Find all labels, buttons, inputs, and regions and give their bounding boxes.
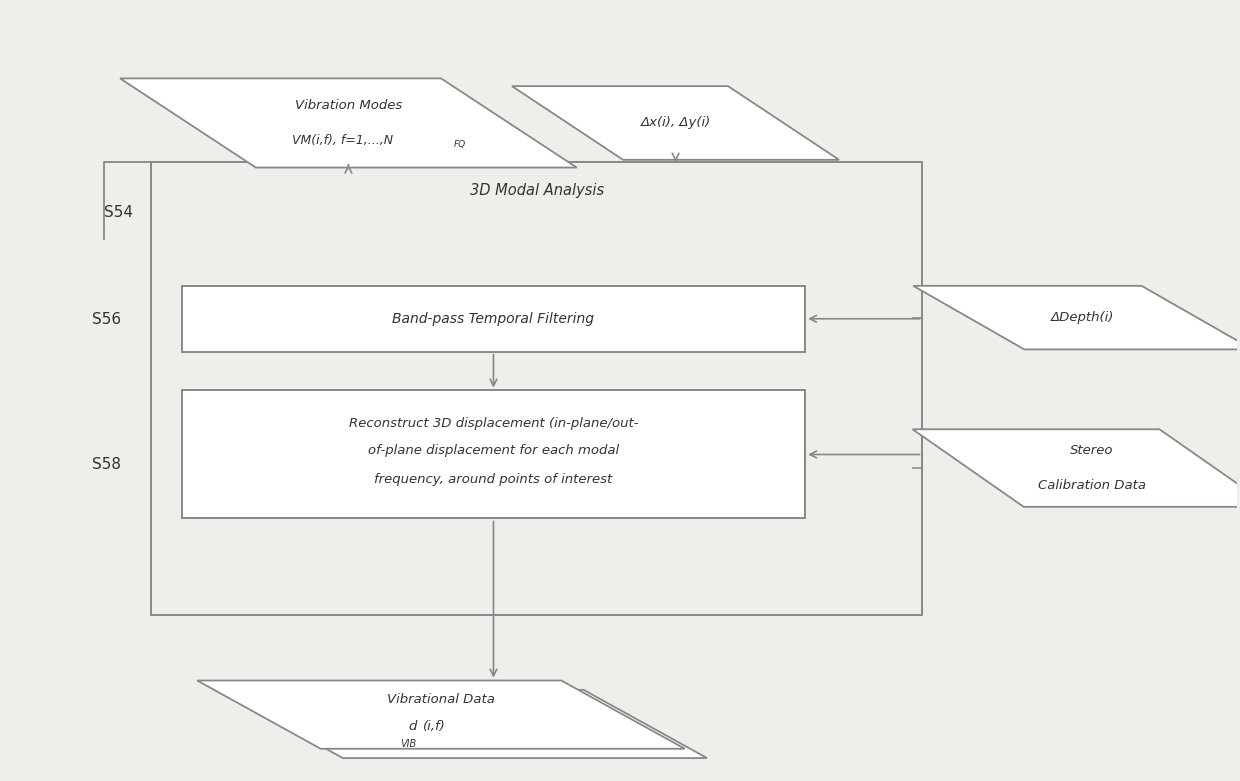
Bar <box>151 162 923 615</box>
Text: VIB: VIB <box>401 740 417 750</box>
Polygon shape <box>512 86 839 160</box>
Text: S54: S54 <box>104 205 133 219</box>
Bar <box>182 286 805 351</box>
Polygon shape <box>913 286 1240 349</box>
Text: (i,f): (i,f) <box>423 720 445 733</box>
Text: ΔDepth(i): ΔDepth(i) <box>1052 311 1115 324</box>
Bar <box>151 162 923 615</box>
Polygon shape <box>120 78 577 168</box>
Text: S58: S58 <box>92 457 120 472</box>
Text: 3D Modal Analysis: 3D Modal Analysis <box>470 184 604 198</box>
Text: VM(i,f), f=1,...,N: VM(i,f), f=1,...,N <box>291 134 393 147</box>
Text: Δx(i), Δy(i): Δx(i), Δy(i) <box>640 116 711 130</box>
Text: Band-pass Temporal Filtering: Band-pass Temporal Filtering <box>393 312 594 326</box>
Text: S56: S56 <box>92 312 120 326</box>
Text: Reconstruct 3D displacement (in-plane/out-: Reconstruct 3D displacement (in-plane/ou… <box>348 417 639 430</box>
Text: Stereo: Stereo <box>1070 444 1114 458</box>
Text: Vibration Modes: Vibration Modes <box>295 99 402 112</box>
Text: Vibrational Data: Vibrational Data <box>387 693 495 705</box>
Bar <box>182 390 805 519</box>
Text: Calibration Data: Calibration Data <box>1038 479 1146 491</box>
Polygon shape <box>913 430 1240 507</box>
Text: of-plane displacement for each modal: of-plane displacement for each modal <box>368 444 619 457</box>
Text: FQ: FQ <box>454 140 466 149</box>
Polygon shape <box>197 680 684 749</box>
Text: d: d <box>408 720 417 733</box>
Text: frequency, around points of interest: frequency, around points of interest <box>374 473 613 486</box>
Polygon shape <box>219 690 707 758</box>
